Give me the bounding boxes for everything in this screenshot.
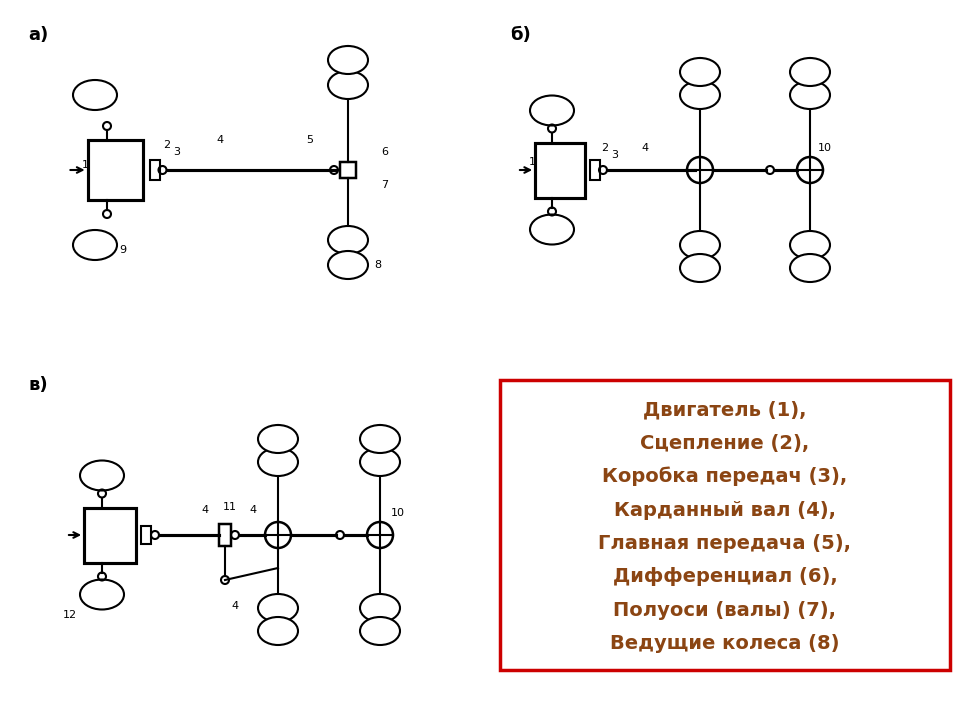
Text: 3: 3 — [173, 147, 180, 157]
Text: Сцепление (2),: Сцепление (2), — [640, 434, 809, 453]
Text: 4: 4 — [641, 143, 649, 153]
Bar — [340, 162, 356, 178]
Ellipse shape — [360, 425, 400, 453]
Text: Главная передача (5),: Главная передача (5), — [598, 534, 852, 553]
Text: 9: 9 — [119, 245, 127, 255]
Text: Двигатель (1),: Двигатель (1), — [643, 400, 806, 420]
Text: 4: 4 — [202, 505, 208, 515]
Ellipse shape — [258, 448, 298, 476]
Ellipse shape — [680, 81, 720, 109]
Bar — [535, 143, 585, 197]
Text: 2: 2 — [163, 140, 170, 150]
Ellipse shape — [680, 58, 720, 86]
Ellipse shape — [360, 448, 400, 476]
Ellipse shape — [328, 251, 368, 279]
Ellipse shape — [790, 254, 830, 282]
Text: 3: 3 — [612, 150, 618, 160]
Ellipse shape — [258, 425, 298, 453]
Text: 7: 7 — [381, 180, 389, 190]
Bar — [219, 524, 231, 546]
Ellipse shape — [80, 461, 124, 490]
Ellipse shape — [680, 231, 720, 259]
FancyBboxPatch shape — [500, 380, 950, 670]
Text: 4: 4 — [216, 135, 224, 145]
Ellipse shape — [790, 58, 830, 86]
Text: 6: 6 — [381, 147, 389, 157]
Text: Карданный вал (4),: Карданный вал (4), — [614, 500, 836, 520]
Text: 10: 10 — [391, 508, 405, 518]
Ellipse shape — [73, 230, 117, 260]
Text: 1: 1 — [529, 157, 536, 167]
Ellipse shape — [790, 81, 830, 109]
Text: Дифференциал (6),: Дифференциал (6), — [612, 567, 837, 586]
Ellipse shape — [328, 71, 368, 99]
Ellipse shape — [360, 594, 400, 622]
Ellipse shape — [680, 254, 720, 282]
Ellipse shape — [530, 215, 574, 245]
Ellipse shape — [80, 580, 124, 610]
Text: в): в) — [28, 376, 48, 394]
Text: Коробка передач (3),: Коробка передач (3), — [602, 467, 848, 487]
Bar — [590, 160, 600, 180]
Text: 8: 8 — [374, 260, 381, 270]
Text: 11: 11 — [223, 502, 237, 512]
Ellipse shape — [328, 46, 368, 74]
Text: 10: 10 — [818, 143, 832, 153]
Ellipse shape — [258, 617, 298, 645]
Text: 4: 4 — [231, 601, 239, 611]
Text: 4: 4 — [250, 505, 256, 515]
Ellipse shape — [258, 594, 298, 622]
Text: а): а) — [28, 26, 48, 44]
Text: 2: 2 — [601, 143, 609, 153]
Ellipse shape — [790, 231, 830, 259]
Text: Полуоси (валы) (7),: Полуоси (валы) (7), — [613, 600, 836, 619]
Ellipse shape — [328, 226, 368, 254]
Bar — [141, 526, 151, 544]
Ellipse shape — [360, 617, 400, 645]
Bar — [84, 508, 136, 562]
Bar — [150, 160, 159, 180]
Text: Ведущие колеса (8): Ведущие колеса (8) — [611, 634, 840, 653]
Text: б): б) — [510, 26, 531, 44]
Text: 1: 1 — [82, 160, 88, 170]
Text: 12: 12 — [63, 610, 77, 620]
Bar — [87, 140, 142, 200]
Ellipse shape — [530, 96, 574, 125]
Ellipse shape — [73, 80, 117, 110]
Text: 5: 5 — [306, 135, 314, 145]
